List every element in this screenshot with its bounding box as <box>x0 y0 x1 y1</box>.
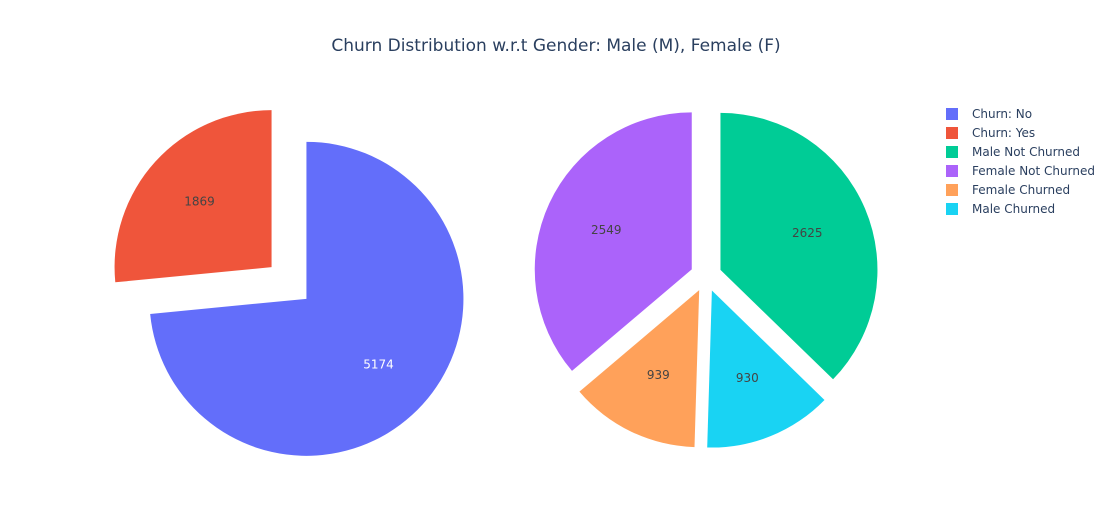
legend-label-female-not-churned: Female Not Churned <box>972 164 1095 178</box>
legend-item-male-churned[interactable]: Male Churned <box>946 202 1055 216</box>
pie-slice-female-not-churned[interactable] <box>534 112 692 371</box>
legend-swatch-female-churned <box>946 184 958 196</box>
slice-value-churn-yes: 1869 <box>184 195 215 209</box>
legend-swatch-churn-yes <box>946 127 958 139</box>
pie-slice-male-not-churned[interactable] <box>720 112 878 380</box>
legend-swatch-male-churned <box>946 203 958 215</box>
chart-title: Churn Distribution w.r.t Gender: Male (M… <box>331 36 780 56</box>
legend-item-female-not-churned[interactable]: Female Not Churned <box>946 164 1095 178</box>
pie-slice-churn-no[interactable] <box>150 141 464 456</box>
pie-slice-churn-yes[interactable] <box>114 110 272 283</box>
pie-overall-churn: 5174 1869 <box>114 110 464 456</box>
legend-swatch-male-not-churned <box>946 146 958 158</box>
legend-label-churn-no: Churn: No <box>972 107 1032 121</box>
legend-item-male-not-churned[interactable]: Male Not Churned <box>946 145 1080 159</box>
legend-swatch-churn-no <box>946 108 958 120</box>
pie-slice-female-churned[interactable] <box>579 290 700 448</box>
legend-swatch-female-not-churned <box>946 165 958 177</box>
legend-item-churn-yes[interactable]: Churn: Yes <box>946 126 1035 140</box>
legend-item-churn-no[interactable]: Churn: No <box>946 107 1032 121</box>
slice-value-female-not-churned: 2549 <box>591 223 622 237</box>
legend-item-female-churned[interactable]: Female Churned <box>946 183 1070 197</box>
pie-churn-by-gender: 2625 930 939 2549 <box>534 112 878 448</box>
slice-value-churn-no: 5174 <box>363 357 394 371</box>
legend-label-male-churned: Male Churned <box>972 202 1055 216</box>
slice-value-male-churned: 930 <box>736 371 759 385</box>
slice-value-female-churned: 939 <box>647 368 670 382</box>
legend-label-male-not-churned: Male Not Churned <box>972 145 1080 159</box>
legend-label-churn-yes: Churn: Yes <box>972 126 1035 140</box>
pie-slice-male-churned[interactable] <box>707 290 825 448</box>
legend: Churn: No Churn: Yes Male Not Churned Femal… <box>946 107 1095 216</box>
legend-label-female-churned: Female Churned <box>972 183 1070 197</box>
slice-value-male-not-churned: 2625 <box>792 226 823 240</box>
